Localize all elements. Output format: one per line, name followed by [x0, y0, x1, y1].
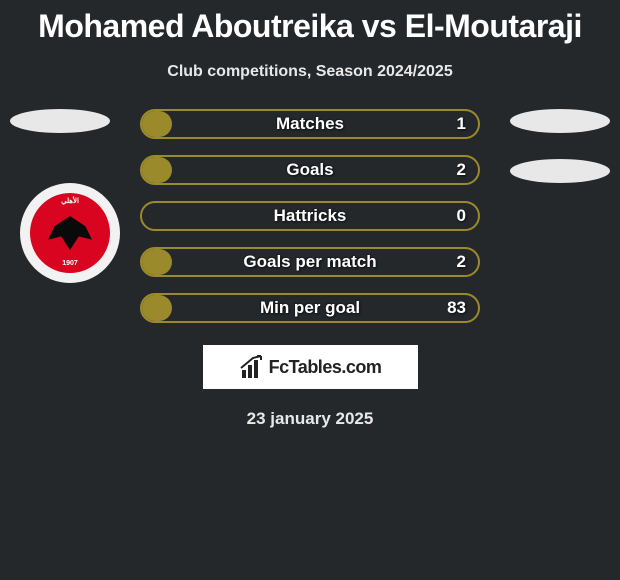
page-title: Mohamed Aboutreika vs El-Moutaraji — [0, 0, 620, 45]
player2-badge-1 — [510, 109, 610, 133]
date-text: 23 january 2025 — [0, 409, 620, 429]
stat-value: 1 — [457, 114, 466, 134]
stat-label: Min per goal — [260, 298, 360, 318]
stat-fill — [142, 249, 172, 275]
stat-value: 2 — [457, 160, 466, 180]
stat-row: Matches 1 — [140, 109, 480, 139]
subtitle: Club competitions, Season 2024/2025 — [0, 63, 620, 81]
stat-value: 83 — [447, 298, 466, 318]
stat-fill — [142, 157, 172, 183]
stat-fill — [142, 111, 172, 137]
stat-value: 2 — [457, 252, 466, 272]
stat-label: Goals — [286, 160, 333, 180]
stat-row: Goals per match 2 — [140, 247, 480, 277]
stat-label: Matches — [276, 114, 344, 134]
stat-fill — [142, 295, 172, 321]
player1-badge — [10, 109, 110, 133]
stat-label: Goals per match — [243, 252, 376, 272]
chart-area: الأهلي 1907 Matches 1 Goals 2 Hattricks 0 Goal… — [0, 109, 620, 323]
stat-row: Hattricks 0 — [140, 201, 480, 231]
stat-rows: Matches 1 Goals 2 Hattricks 0 Goals per match 2… — [140, 109, 480, 323]
player2-badge-2 — [510, 159, 610, 183]
club-logo-text-top: الأهلي — [61, 197, 79, 205]
stat-row: Goals 2 — [140, 155, 480, 185]
club-logo-year: 1907 — [62, 260, 78, 267]
stat-label: Hattricks — [274, 206, 347, 226]
brand-box[interactable]: FcTables.com — [203, 345, 418, 389]
brand-text: FcTables.com — [269, 357, 382, 378]
stat-row: Min per goal 83 — [140, 293, 480, 323]
club-logo: الأهلي 1907 — [20, 183, 120, 283]
club-logo-inner: الأهلي 1907 — [30, 193, 110, 273]
eagle-icon — [48, 216, 92, 250]
stat-value: 0 — [457, 206, 466, 226]
chart-icon — [239, 354, 265, 380]
